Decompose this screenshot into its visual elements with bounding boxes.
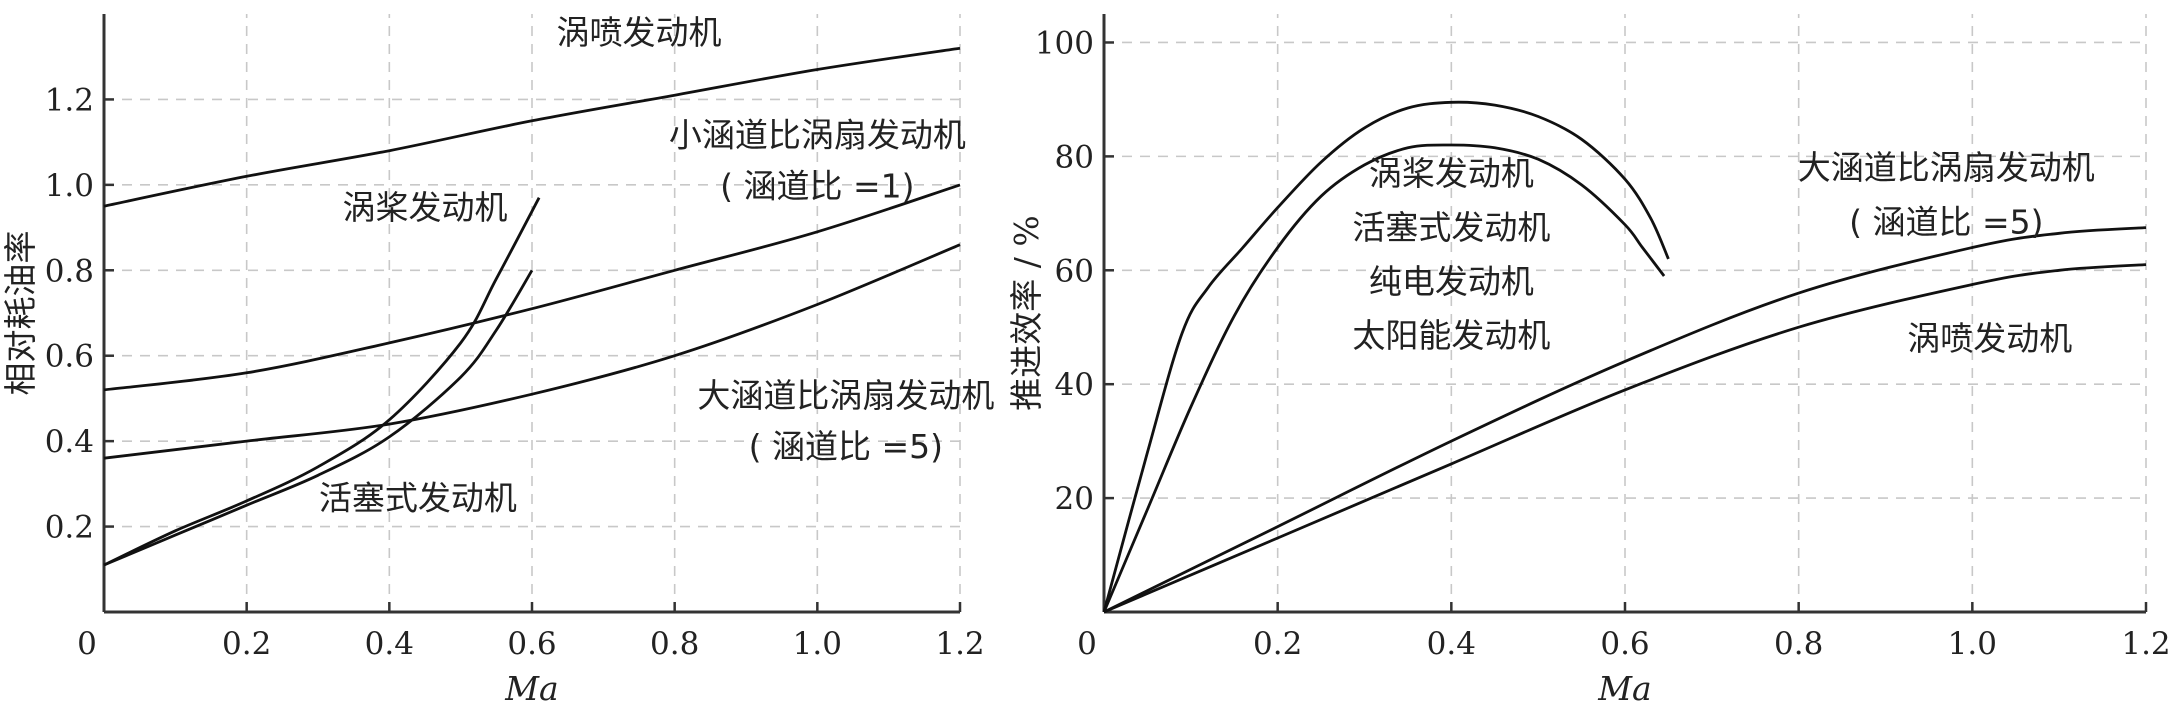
y-tick-label: 80 [1055,139,1094,175]
x-tick-label: 1.2 [935,626,984,662]
annotation: 大涵道比涡扇发动机 [1798,148,2095,187]
annotation: ( 涵道比 =5) [749,427,943,466]
x-tick-label: 0.4 [1427,626,1476,662]
x-tick-label: 0.8 [1774,626,1823,662]
x-tick-label: 0.4 [365,626,414,662]
x-tick-label: 0.6 [1600,626,1649,662]
x-tick-label: 0 [77,626,97,662]
series-line-1-2 [103,183,961,392]
annotation: 活塞式发动机 [1352,208,1550,247]
y-tick-label: 60 [1055,253,1094,289]
chart-relative-fuel-consumption: 0 0.2 0.4 0.6 0.8 1.0 1.2 0.2 0.4 0.6 0.8 1.0 1.2 Ma 相… [1,13,994,708]
x-tick-label: 1.2 [2121,626,2170,662]
annotation: 涡喷发动机 [1907,319,2072,358]
series-line-2-2 [1102,143,1666,613]
annotation: 太阳能发动机 [1352,316,1550,355]
x-tick-label: 1.0 [1948,626,1997,662]
annotation: 涡桨发动机 [343,188,508,227]
x-tick-label: 0 [1077,626,1097,662]
series-line-1-1 [103,46,961,208]
x-tick-label: 1.0 [793,626,842,662]
y-tick-label: 0.6 [45,339,94,375]
annotation: 活塞式发动机 [319,478,517,517]
y-tick-label: 40 [1055,367,1094,403]
y-tick-label: 100 [1035,25,1094,61]
series-line-2-1 [1102,100,1670,613]
y-tick-label: 0.2 [45,510,94,546]
annotation: ( 涵道比 =1) [720,167,914,206]
y-axis-label: 相对耗油率 [1,231,40,396]
annotation: 涡喷发动机 [557,13,722,52]
y-axis-label: 推进效率 / % [1007,215,1046,410]
x-tick-label: 0.2 [1253,626,1302,662]
x-axis-label: Ma [1597,669,1651,708]
annotation: ( 涵道比 =5) [1849,202,2043,241]
y-tick-label: 0.8 [45,253,94,289]
annotation: 涡桨发动机 [1369,154,1534,193]
series-line-1-5 [103,269,534,567]
y-tick-label: 1.2 [45,82,94,118]
y-tick-label: 1.0 [45,168,94,204]
x-tick-label: 0.2 [222,626,271,662]
y-tick-label: 0.4 [45,424,94,460]
series-line-2-4 [1103,263,2147,614]
x-axis-label: Ma [504,669,558,708]
series-line-1-3 [103,243,961,460]
series-line-1-4 [103,197,541,567]
annotation: 小涵道比涡扇发动机 [669,115,966,154]
x-tick-label: 0.8 [650,626,699,662]
annotation: 大涵道比涡扇发动机 [697,376,994,415]
x-tick-label: 0.6 [507,626,556,662]
y-tick-label: 20 [1055,481,1094,517]
series-line-2-3 [1103,226,2147,614]
annotation: 纯电发动机 [1369,262,1534,301]
chart-propulsive-efficiency: 0 0.2 0.4 0.6 0.8 1.0 1.2 20 40 60 80 100 Ma 推进效率 / %… [1007,14,2171,708]
